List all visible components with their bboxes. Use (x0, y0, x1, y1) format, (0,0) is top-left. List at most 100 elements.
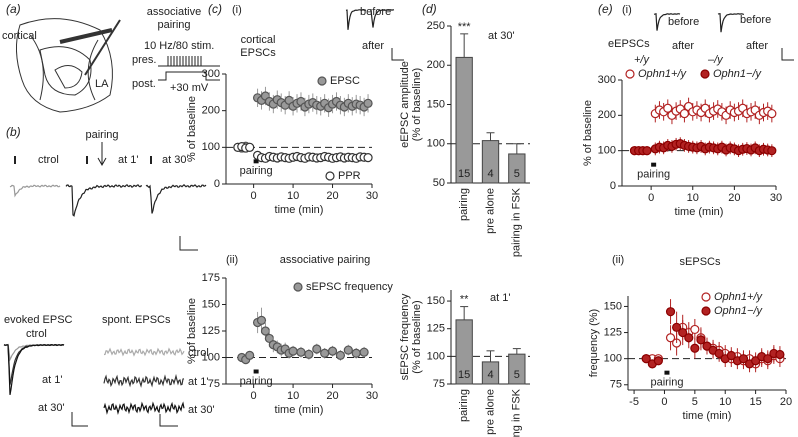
panel-label: (c) (208, 2, 222, 16)
chart-title: sEPSCs (680, 256, 721, 268)
pairing-mark (664, 370, 670, 375)
point (767, 146, 777, 156)
point (260, 326, 271, 336)
point (641, 354, 651, 364)
legend-marker (317, 76, 327, 86)
point (642, 146, 652, 156)
point (714, 348, 724, 359)
slice-sketch (16, 18, 121, 113)
panel-label: (ii) (612, 254, 624, 266)
y-tick-label: 150 (427, 295, 445, 307)
y-tick-label: 75 (610, 379, 622, 391)
label-cortical: cortical (2, 30, 37, 42)
x-tick-label: 30 (366, 390, 378, 402)
point (288, 346, 298, 356)
n-label: 5 (514, 369, 520, 381)
chart-title: cortical (241, 34, 276, 46)
trace (653, 13, 681, 31)
trace-label: at 1' (118, 154, 138, 166)
point (363, 98, 373, 108)
x-tick-label: 10 (287, 390, 299, 402)
y-tick-label: 0 (610, 180, 616, 192)
point (245, 350, 255, 360)
trace (369, 9, 395, 28)
post-label: post. (132, 78, 156, 90)
trace (3, 343, 65, 396)
y-tick-label: 50 (433, 177, 445, 189)
point (665, 333, 676, 343)
scale-bar (71, 412, 88, 427)
panel-label: (e) (598, 2, 613, 16)
trace-label: eEPSCs (608, 38, 650, 50)
trace (103, 373, 185, 388)
x-tick-label: 20 (326, 390, 338, 402)
annotation: pairing (240, 165, 273, 177)
trace-label: at 1' (42, 374, 62, 386)
panel-label: (a) (6, 2, 21, 16)
y-tick-label: 200 (427, 59, 445, 71)
x-axis-label: time (min) (675, 206, 724, 218)
arrow (97, 142, 107, 167)
point (696, 335, 706, 345)
legend-label: sEPSC frequency (306, 281, 393, 293)
point (684, 333, 694, 343)
x-tick-label: 0 (251, 390, 257, 402)
trace (345, 9, 367, 30)
y-axis-label: (% of baseline) (411, 300, 423, 373)
legend-label: Ophn1−/y (713, 68, 763, 80)
trace-label: at 30' (188, 404, 215, 416)
n-label: 4 (487, 168, 493, 180)
panel-label: (ii) (226, 254, 238, 266)
y-axis-label: % of baseline (582, 100, 594, 166)
n-label: 15 (458, 168, 470, 180)
y-tick-label: 100 (202, 141, 220, 153)
label-la: LA (95, 78, 109, 90)
trace (4, 343, 64, 362)
note: at 1' (490, 292, 510, 304)
legend-label: Ophn1+/y (714, 291, 764, 303)
point (363, 153, 373, 163)
protocol-title: associative (147, 6, 201, 18)
pres-label: pres. (132, 54, 156, 66)
point (726, 350, 736, 361)
point (343, 345, 353, 355)
x-axis-label: time (min) (275, 404, 324, 416)
annotation: pairing (240, 375, 273, 387)
point (767, 108, 777, 119)
x-tick-label: -5 (629, 396, 639, 408)
x-tick-label: pairing in FSK (511, 388, 523, 437)
x-axis-label: time (min) (275, 204, 324, 216)
trace-label: at 30' (162, 154, 189, 166)
trace (65, 184, 142, 217)
legend-marker (701, 292, 711, 302)
x-tick-label: 10 (687, 192, 699, 204)
y-tick-label: 200 (202, 105, 220, 117)
point (738, 354, 749, 364)
y-tick-label: 300 (598, 74, 616, 86)
legend-label: Ophn1+/y (638, 68, 688, 80)
trace (9, 184, 61, 198)
point (351, 348, 361, 358)
y-tick-label: 125 (604, 326, 622, 338)
y-tick-label: 150 (604, 300, 622, 312)
trace (103, 347, 185, 357)
x-tick-label: 10 (719, 396, 731, 408)
y-tick-label: 250 (427, 20, 445, 32)
trace-label: after (746, 40, 768, 52)
x-axis-label: time (min) (683, 410, 732, 422)
y-tick-label: 100 (427, 350, 445, 362)
annotation: pairing (650, 377, 683, 389)
point (245, 142, 255, 152)
significance: *** (458, 21, 472, 33)
trace-label: at 30' (38, 402, 65, 414)
x-tick-label: 30 (770, 192, 782, 204)
trace-label: before (668, 16, 699, 28)
trace-label: before (740, 14, 771, 26)
x-tick-label: 5 (692, 396, 698, 408)
point (678, 327, 688, 338)
point (256, 315, 267, 325)
scale-bar (159, 414, 178, 427)
x-tick-label: 0 (648, 192, 654, 204)
y-tick-label: 100 (427, 138, 445, 150)
